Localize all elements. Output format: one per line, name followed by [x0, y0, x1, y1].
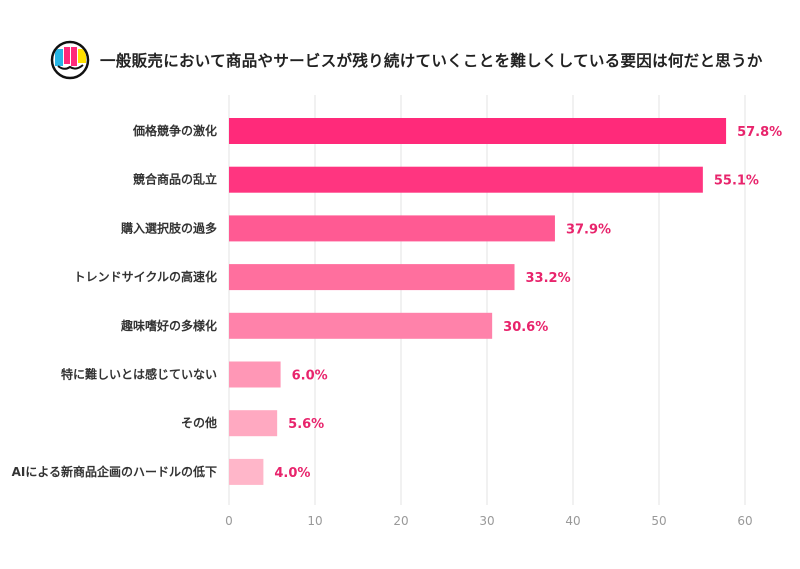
category-label: トレンドサイクルの高速化	[74, 269, 217, 284]
chart-header: 一般販売において商品やサービスが残り続けていくことを難しくしている要因は何だと思…	[50, 40, 763, 80]
value-label: 6.0%	[292, 369, 328, 384]
category-label: 趣味嗜好の多様化	[120, 318, 217, 333]
bar	[229, 361, 281, 388]
bar	[229, 215, 555, 242]
x-tick-label: 30	[479, 514, 494, 528]
category-label: その他	[181, 415, 217, 430]
bar	[229, 264, 515, 291]
x-tick-label: 40	[565, 514, 580, 528]
x-tick-label: 60	[737, 514, 752, 528]
category-label: 競合商品の乱立	[133, 172, 217, 187]
value-label: 33.2%	[526, 271, 571, 286]
x-tick-label: 20	[393, 514, 408, 528]
category-label: AIによる新商品企画のハードルの低下	[12, 464, 217, 479]
brand-logo-icon	[50, 40, 90, 80]
value-label: 55.1%	[714, 174, 759, 189]
value-label: 57.8%	[737, 125, 782, 140]
bar	[229, 166, 703, 193]
value-label: 5.6%	[288, 417, 324, 432]
bar	[229, 410, 278, 437]
value-label: 30.6%	[503, 320, 548, 335]
category-label: 価格競争の激化	[132, 123, 217, 138]
bar	[229, 118, 727, 144]
value-label: 4.0%	[274, 466, 310, 481]
x-tick-label: 50	[651, 514, 666, 528]
category-label: 購入選択肢の過多	[120, 220, 217, 235]
category-label: 特に難しいとは感じていない	[61, 367, 217, 382]
x-tick-label: 0	[225, 514, 233, 528]
x-tick-label: 10	[307, 514, 322, 528]
bar	[229, 458, 264, 485]
value-label: 37.9%	[566, 222, 611, 237]
chart-title: 一般販売において商品やサービスが残り続けていくことを難しくしている要因は何だと思…	[100, 52, 763, 70]
bar	[229, 312, 493, 339]
